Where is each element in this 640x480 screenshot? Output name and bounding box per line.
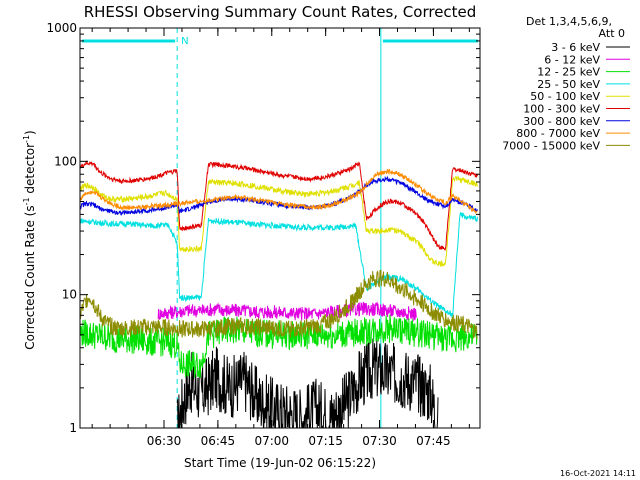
series-line-1 bbox=[157, 301, 417, 322]
x-axis-label: Start Time (19-Jun-02 06:15:22) bbox=[184, 456, 376, 470]
y-tick-label-1: 10 bbox=[62, 288, 77, 302]
series-line-0 bbox=[176, 338, 439, 429]
legend-label-1: 6 - 12 keV bbox=[544, 53, 600, 66]
y-axis-label: Corrected Count Rate (s-1 detector-1) bbox=[22, 130, 37, 349]
plot-frame bbox=[79, 27, 481, 429]
x-tick-label-5: 07:45 bbox=[416, 434, 451, 448]
x-tick-label-2: 07:00 bbox=[254, 434, 289, 448]
x-tick-label-0: 06:30 bbox=[147, 434, 182, 448]
legend-label-3: 25 - 50 keV bbox=[537, 78, 600, 91]
x-tick-label-3: 07:15 bbox=[308, 434, 343, 448]
axes: 1 10 100 1000 06:30 06:45 07:00 07:15 07:30 07:45 bbox=[46, 21, 481, 448]
legend-label-2: 12 - 25 keV bbox=[537, 66, 600, 79]
series-group bbox=[79, 159, 478, 429]
legend-label-6: 300 - 800 keV bbox=[523, 115, 600, 128]
series-line-6 bbox=[79, 175, 478, 216]
series-line-4 bbox=[79, 175, 478, 268]
series-line-7 bbox=[79, 168, 478, 215]
legend-header-line-2: Att 0 bbox=[599, 27, 625, 40]
series-line-3 bbox=[79, 212, 478, 318]
footer-date: 16-Oct-2021 14:11 bbox=[560, 469, 636, 478]
legend-label-4: 50 - 100 keV bbox=[530, 90, 600, 103]
legend-label-0: 3 - 6 keV bbox=[551, 41, 600, 54]
legend-label-8: 7000 - 15000 keV bbox=[502, 139, 600, 152]
legend-label-7: 800 - 7000 keV bbox=[516, 127, 600, 140]
legend-label-5: 100 - 300 keV bbox=[523, 103, 600, 116]
y-tick-label-0: 1 bbox=[69, 421, 77, 435]
svg-text:Corrected Count Rate (s-1 dete: Corrected Count Rate (s-1 detector-1) bbox=[22, 130, 37, 349]
y-tick-label-2: 100 bbox=[54, 154, 77, 168]
x-tick-label-4: 07:30 bbox=[362, 434, 397, 448]
series-line-5 bbox=[79, 159, 478, 252]
chart-title: RHESSI Observing Summary Count Rates, Co… bbox=[84, 3, 477, 21]
x-tick-label-1: 06:45 bbox=[201, 434, 236, 448]
series-line-8 bbox=[79, 269, 478, 340]
y-tick-label-3: 1000 bbox=[46, 21, 77, 35]
legend-header-line-1: Det 1,3,4,5,6,9, bbox=[526, 15, 612, 28]
night-flag-label: N bbox=[181, 36, 188, 47]
